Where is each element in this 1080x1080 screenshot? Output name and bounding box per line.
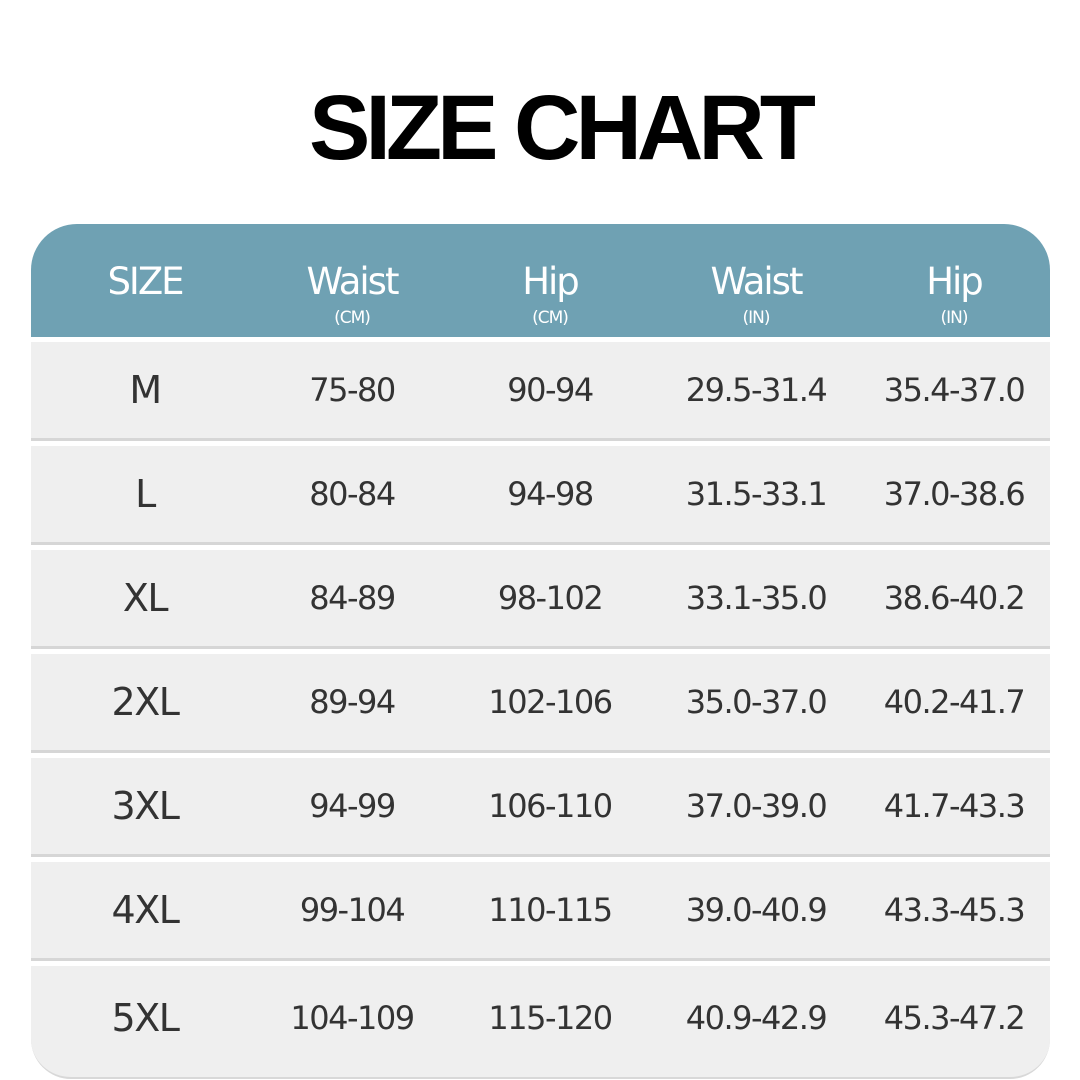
measurement-cell: 90-94	[507, 371, 594, 409]
measurement-cell: 99-104	[299, 891, 406, 929]
table-row: 3XL 94-99 106-110 37.0-39.0 41.7-43.3	[31, 758, 1050, 857]
measurement-cell: 84-89	[309, 579, 396, 617]
measurement-cell: 94-99	[309, 787, 396, 825]
measurement-cell: 39.0-40.9	[685, 891, 828, 929]
measurement-cell: 35.4-37.0	[883, 371, 1026, 409]
table-header: SIZE Waist (CM) Hip (CM) Waist (IN) Hip (IN)	[31, 224, 1050, 337]
column-label: Hip	[522, 260, 580, 303]
measurement-cell: 104-109	[290, 999, 415, 1037]
size-cell: 3XL	[111, 784, 180, 828]
measurement-cell: 38.6-40.2	[883, 579, 1026, 617]
measurement-cell: 45.3-47.2	[883, 999, 1026, 1037]
measurement-cell: 43.3-45.3	[883, 891, 1026, 929]
size-cell: XL	[122, 576, 169, 620]
measurement-cell: 98-102	[497, 579, 604, 617]
size-cell: 4XL	[111, 888, 180, 932]
measurement-cell: 35.0-37.0	[685, 683, 828, 721]
measurement-cell: 110-115	[488, 891, 613, 929]
measurement-cell: 33.1-35.0	[685, 579, 828, 617]
size-table: SIZE Waist (CM) Hip (CM) Waist (IN) Hip (IN) M 75…	[31, 224, 1050, 1079]
size-cell: 5XL	[111, 996, 180, 1040]
table-row: L 80-84 94-98 31.5-33.1 37.0-38.6	[31, 446, 1050, 545]
measurement-cell: 89-94	[309, 683, 396, 721]
measurement-cell: 80-84	[309, 475, 396, 513]
measurement-cell: 106-110	[488, 787, 613, 825]
measurement-cell: 31.5-33.1	[685, 475, 828, 513]
measurement-cell: 41.7-43.3	[883, 787, 1026, 825]
column-label: Waist	[306, 260, 400, 303]
measurement-cell: 40.9-42.9	[685, 999, 828, 1037]
column-unit: (CM)	[334, 308, 371, 328]
measurement-cell: 75-80	[309, 371, 396, 409]
column-label: SIZE	[107, 260, 184, 303]
table-row: XL 84-89 98-102 33.1-35.0 38.6-40.2	[31, 550, 1050, 649]
column-label: Waist	[710, 260, 804, 303]
column-unit: (IN)	[742, 308, 771, 328]
size-cell: L	[135, 472, 156, 516]
column-unit: (IN)	[940, 308, 969, 328]
measurement-cell: 40.2-41.7	[883, 683, 1026, 721]
measurement-cell: 37.0-39.0	[685, 787, 828, 825]
size-cell: M	[129, 368, 162, 412]
column-label: Hip	[926, 260, 984, 303]
measurement-cell: 29.5-31.4	[685, 371, 828, 409]
measurement-cell: 94-98	[507, 475, 594, 513]
table-row: 2XL 89-94 102-106 35.0-37.0 40.2-41.7	[31, 654, 1050, 753]
measurement-cell: 102-106	[488, 683, 613, 721]
page-title: SIZE CHART	[309, 77, 816, 179]
measurement-cell: 37.0-38.6	[883, 475, 1026, 513]
table-row: M 75-80 90-94 29.5-31.4 35.4-37.0	[31, 342, 1050, 441]
measurement-cell: 115-120	[488, 999, 613, 1037]
table-row: 5XL 104-109 115-120 40.9-42.9 45.3-47.2	[31, 966, 1050, 1079]
table-row: 4XL 99-104 110-115 39.0-40.9 43.3-45.3	[31, 862, 1050, 961]
column-unit: (CM)	[532, 308, 569, 328]
size-cell: 2XL	[111, 680, 180, 724]
